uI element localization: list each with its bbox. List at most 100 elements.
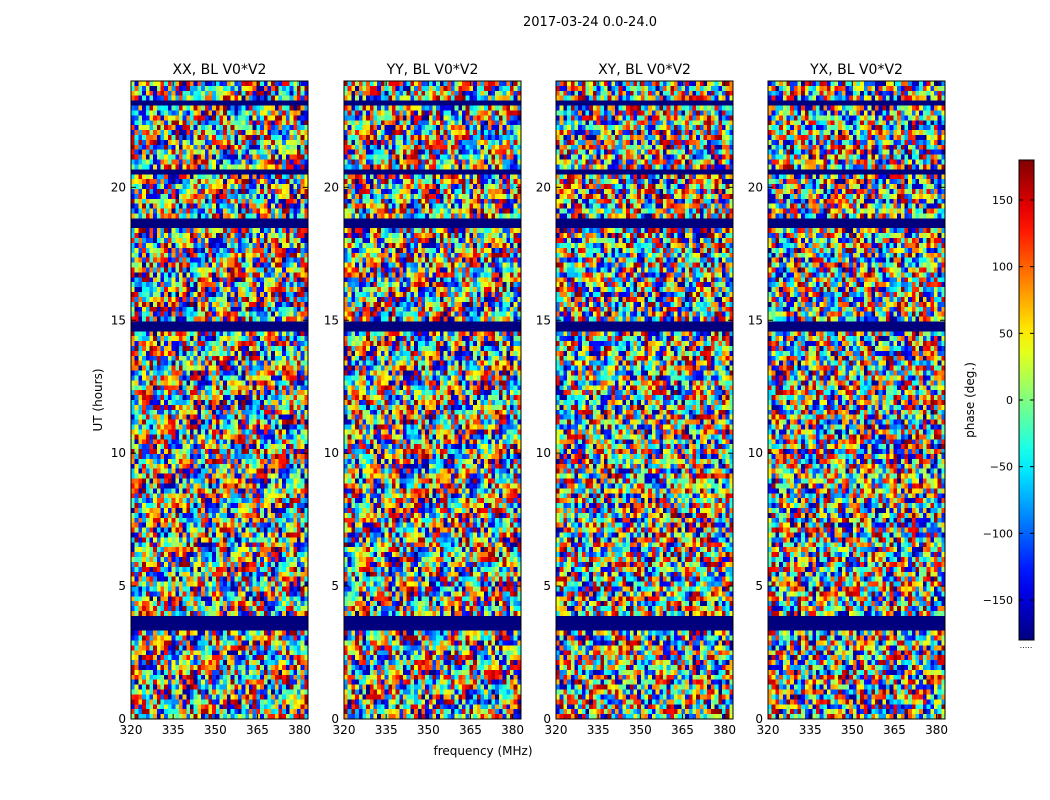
heatmap-cell — [282, 105, 287, 111]
heatmap-cell — [208, 449, 213, 455]
heatmap-cell — [285, 355, 290, 362]
heatmap-cell — [256, 247, 261, 254]
heatmap-cell — [274, 419, 279, 425]
heatmap-cell — [175, 532, 180, 538]
heatmap-cell — [138, 537, 143, 543]
heatmap-cell — [219, 463, 224, 470]
heatmap-cell — [271, 493, 276, 499]
heatmap-cell — [267, 95, 272, 102]
heatmap-cell — [167, 316, 172, 322]
heatmap-cell — [263, 154, 268, 160]
heatmap-cell — [226, 453, 231, 460]
heatmap-cell — [300, 326, 305, 332]
heatmap-cell — [245, 517, 250, 524]
heatmap-cell — [271, 311, 276, 317]
heatmap-cell — [230, 242, 235, 249]
heatmap-cell — [131, 272, 136, 278]
heatmap-cell — [182, 218, 187, 224]
heatmap-cell — [186, 561, 191, 568]
heatmap-cell — [164, 154, 169, 160]
heatmap-cell — [212, 375, 217, 381]
heatmap-cell — [145, 507, 150, 514]
heatmap-cell — [274, 561, 279, 568]
heatmap-cell — [252, 105, 257, 111]
heatmap-cell — [249, 453, 254, 460]
heatmap-cell — [237, 139, 243, 146]
heatmap-cell — [271, 169, 276, 175]
heatmap-cell — [256, 238, 261, 244]
heatmap-cell — [193, 149, 198, 156]
heatmap-cell — [241, 561, 246, 568]
heatmap-cell — [219, 164, 224, 170]
heatmap-cell — [212, 453, 217, 460]
heatmap-cell — [215, 444, 220, 450]
heatmap-cell — [300, 311, 305, 317]
heatmap-cell — [197, 400, 202, 406]
heatmap-cell — [201, 365, 206, 371]
heatmap-cell — [208, 424, 213, 430]
heatmap-cell — [190, 552, 195, 558]
heatmap-cell — [249, 85, 254, 92]
heatmap-cell — [153, 576, 158, 582]
heatmap-cell — [178, 198, 184, 205]
heatmap-cell — [215, 174, 220, 180]
heatmap-cell — [267, 483, 272, 489]
heatmap-cell — [208, 223, 213, 229]
heatmap-cell — [178, 439, 184, 445]
heatmap-cell — [197, 282, 202, 288]
heatmap-cell — [186, 346, 191, 352]
heatmap-cell — [160, 233, 165, 239]
heatmap-cell — [186, 174, 191, 180]
heatmap-cell — [237, 179, 243, 185]
heatmap-cell — [293, 527, 298, 533]
heatmap-cell — [201, 571, 206, 578]
heatmap-cell — [153, 419, 158, 425]
heatmap-cell — [267, 139, 272, 146]
heatmap-cell — [296, 223, 302, 229]
heatmap-cell — [304, 532, 309, 538]
heatmap-cell — [208, 316, 213, 322]
heatmap-cell — [241, 203, 246, 209]
heatmap-cell — [237, 390, 243, 396]
heatmap-cell — [138, 115, 143, 121]
heatmap-cell — [267, 233, 272, 239]
heatmap-cell — [215, 341, 220, 347]
heatmap-cell — [156, 532, 161, 538]
heatmap-cell — [249, 346, 254, 352]
heatmap-cell — [289, 159, 294, 165]
heatmap-cell — [234, 434, 239, 440]
heatmap-cell — [201, 262, 206, 268]
heatmap-cell — [289, 81, 294, 87]
heatmap-cell — [208, 198, 213, 205]
heatmap-cell — [285, 380, 290, 386]
heatmap-cell — [145, 282, 150, 288]
heatmap-cell — [241, 105, 246, 111]
heatmap-cell — [142, 463, 147, 470]
heatmap-cell — [134, 336, 139, 342]
heatmap-cell — [171, 292, 176, 298]
heatmap-cell — [131, 493, 136, 499]
heatmap-cell — [285, 213, 290, 219]
heatmap-cell — [304, 301, 309, 308]
heatmap-cell — [204, 566, 209, 573]
heatmap-cell — [219, 385, 224, 391]
heatmap-cell — [149, 174, 154, 180]
heatmap-cell — [289, 188, 294, 195]
heatmap-cell — [215, 517, 220, 524]
heatmap-cell — [131, 95, 136, 102]
heatmap-cell — [204, 95, 209, 102]
heatmap-cell — [219, 478, 224, 484]
heatmap-cell — [245, 488, 250, 494]
heatmap-cell — [263, 267, 268, 273]
heatmap-cell — [171, 507, 176, 514]
heatmap-cell — [289, 341, 294, 347]
heatmap-cell — [223, 159, 228, 165]
heatmap-cell — [204, 179, 209, 185]
heatmap-cell — [142, 336, 147, 342]
heatmap-cell — [245, 321, 250, 327]
heatmap-cell — [245, 493, 250, 499]
heatmap-cell — [285, 247, 290, 254]
heatmap-cell — [193, 203, 198, 209]
heatmap-cell — [223, 498, 228, 504]
heatmap-cell — [182, 414, 187, 421]
